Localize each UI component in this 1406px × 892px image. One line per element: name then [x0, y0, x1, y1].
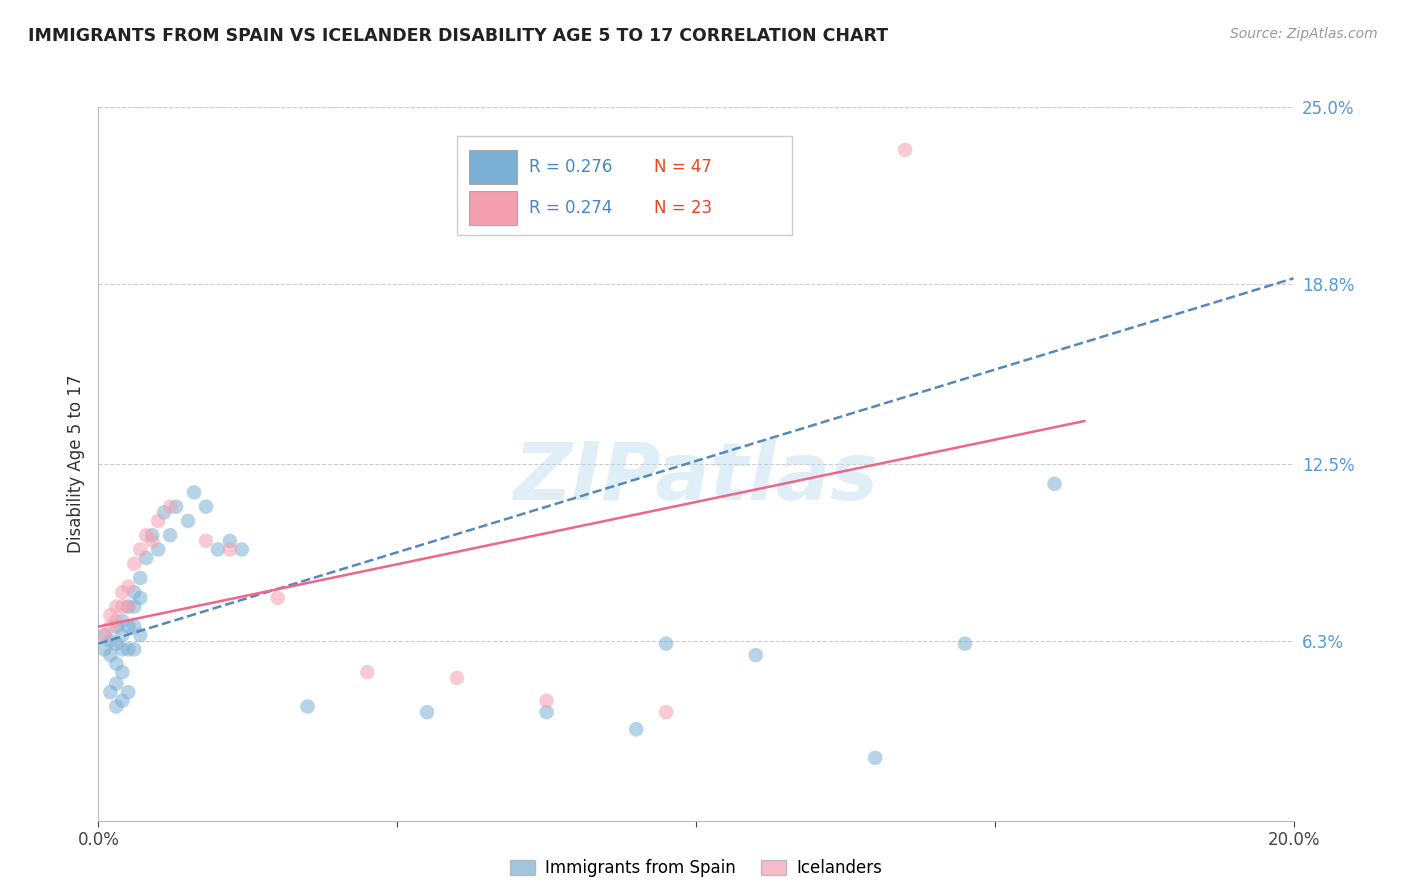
Legend: Immigrants from Spain, Icelanders: Immigrants from Spain, Icelanders: [503, 853, 889, 884]
Point: [536, 694, 558, 708]
Point: [124, 557, 146, 571]
Point: [416, 705, 439, 719]
Point: [195, 500, 218, 514]
Point: [105, 599, 128, 614]
Text: IMMIGRANTS FROM SPAIN VS ICELANDER DISABILITY AGE 5 TO 17 CORRELATION CHART: IMMIGRANTS FROM SPAIN VS ICELANDER DISAB…: [28, 27, 889, 45]
Point: [105, 657, 128, 671]
Point: [153, 505, 176, 519]
Point: [165, 500, 187, 514]
Point: [129, 591, 152, 605]
Point: [219, 533, 242, 548]
Point: [111, 642, 134, 657]
Point: [93, 628, 115, 642]
Text: Source: ZipAtlas.com: Source: ZipAtlas.com: [1230, 27, 1378, 41]
Point: [124, 585, 146, 599]
Point: [124, 642, 146, 657]
FancyBboxPatch shape: [457, 136, 792, 235]
Point: [219, 542, 242, 557]
Point: [195, 533, 218, 548]
Text: ZIPatlas: ZIPatlas: [513, 439, 879, 517]
Point: [111, 585, 134, 599]
Point: [100, 648, 122, 662]
Point: [100, 633, 122, 648]
Point: [135, 551, 157, 566]
Point: [953, 637, 976, 651]
Point: [159, 500, 181, 514]
Point: [117, 685, 139, 699]
Point: [100, 619, 122, 633]
Point: [894, 143, 917, 157]
Point: [536, 705, 558, 719]
Text: R = 0.274: R = 0.274: [529, 200, 612, 218]
Point: [356, 665, 378, 680]
Text: N = 23: N = 23: [654, 200, 713, 218]
Point: [231, 542, 253, 557]
Point: [446, 671, 468, 685]
Point: [183, 485, 205, 500]
Point: [148, 542, 170, 557]
Point: [105, 676, 128, 690]
Point: [111, 694, 134, 708]
Point: [148, 514, 170, 528]
Point: [105, 614, 128, 628]
Point: [117, 619, 139, 633]
Point: [93, 642, 115, 657]
Point: [207, 542, 229, 557]
Point: [745, 648, 768, 662]
Point: [111, 599, 134, 614]
FancyBboxPatch shape: [470, 150, 517, 184]
Point: [105, 699, 128, 714]
Point: [129, 542, 152, 557]
Point: [117, 580, 139, 594]
Point: [135, 528, 157, 542]
Point: [105, 637, 128, 651]
Point: [267, 591, 290, 605]
Text: N = 47: N = 47: [654, 158, 711, 176]
Text: R = 0.276: R = 0.276: [529, 158, 612, 176]
Point: [141, 533, 163, 548]
Point: [117, 599, 139, 614]
Point: [129, 571, 152, 585]
Point: [297, 699, 319, 714]
Point: [111, 628, 134, 642]
Point: [100, 685, 122, 699]
Point: [655, 705, 678, 719]
Point: [111, 614, 134, 628]
Point: [1043, 476, 1066, 491]
Point: [159, 528, 181, 542]
Point: [655, 637, 678, 651]
Point: [124, 619, 146, 633]
Point: [626, 723, 648, 737]
Point: [100, 608, 122, 623]
Point: [124, 599, 146, 614]
Y-axis label: Disability Age 5 to 17: Disability Age 5 to 17: [66, 375, 84, 553]
Point: [93, 628, 115, 642]
Point: [105, 619, 128, 633]
Point: [117, 642, 139, 657]
Point: [141, 528, 163, 542]
Point: [117, 599, 139, 614]
Point: [177, 514, 200, 528]
Point: [111, 665, 134, 680]
Point: [865, 751, 887, 765]
Point: [129, 628, 152, 642]
FancyBboxPatch shape: [470, 191, 517, 226]
